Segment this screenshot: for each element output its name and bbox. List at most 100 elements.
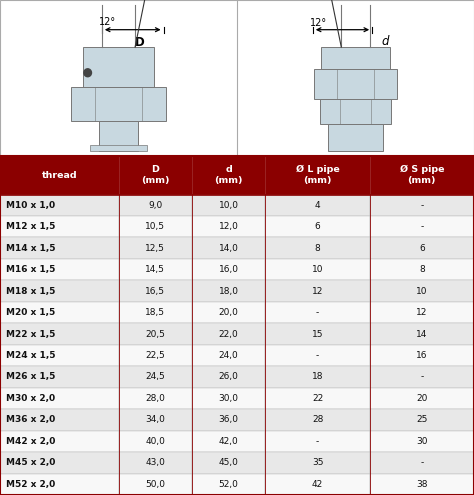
Text: M14 x 1,5: M14 x 1,5 [6,244,55,252]
Text: 12°: 12° [99,17,116,27]
Text: M42 x 2,0: M42 x 2,0 [6,437,55,446]
Text: 52,0: 52,0 [219,480,238,489]
Text: 40,0: 40,0 [146,437,165,446]
Text: 14,0: 14,0 [219,244,238,252]
Bar [0,366,118,388]
Text: -: - [316,437,319,446]
Text: 20,5: 20,5 [146,330,165,339]
Bar [0,388,118,409]
Bar [370,302,474,323]
Text: 9,0: 9,0 [148,201,163,210]
Bar [192,431,265,452]
Bar [0,0,474,156]
Bar [192,259,265,280]
Bar [192,452,265,474]
Bar [118,431,192,452]
Text: 18: 18 [312,372,323,382]
Bar [265,409,370,431]
Text: 14: 14 [416,330,428,339]
Text: M26 x 1,5: M26 x 1,5 [6,372,55,382]
Text: Ø L pipe
(mm): Ø L pipe (mm) [296,165,339,186]
Bar [192,216,265,238]
Text: -: - [420,372,423,382]
Bar [0,302,118,323]
Text: 8: 8 [419,265,425,274]
Bar [118,345,192,366]
Bar [370,452,474,474]
Bar [0,452,118,474]
Bar [265,302,370,323]
Text: 18,0: 18,0 [219,287,239,296]
Bar [320,99,391,124]
Text: M16 x 1,5: M16 x 1,5 [6,265,55,274]
Bar [192,345,265,366]
Text: d: d [382,35,389,48]
Bar [370,409,474,431]
Bar [370,388,474,409]
Text: 26,0: 26,0 [219,372,238,382]
Bar [370,345,474,366]
Bar [0,345,118,366]
Bar [265,388,370,409]
Bar [71,87,166,121]
Text: M30 x 2,0: M30 x 2,0 [6,394,55,403]
Text: 12,0: 12,0 [219,222,238,231]
Text: 22,0: 22,0 [219,330,238,339]
Text: -: - [420,201,423,210]
Bar [328,124,383,151]
Bar [192,409,265,431]
Text: 36,0: 36,0 [219,415,239,424]
Text: -: - [420,458,423,467]
Text: -: - [420,222,423,231]
Bar [118,388,192,409]
Text: 10: 10 [416,287,428,296]
Text: 22: 22 [312,394,323,403]
Text: 15: 15 [312,330,323,339]
Bar [99,121,138,151]
Bar [192,474,265,495]
Bar [265,345,370,366]
Bar [192,280,265,302]
Text: 28,0: 28,0 [146,394,165,403]
Bar [265,195,370,216]
Bar [314,69,397,99]
Bar [0,280,118,302]
Bar [265,323,370,345]
Bar [192,323,265,345]
Text: -: - [316,308,319,317]
Bar [83,47,154,87]
Bar [370,156,474,195]
Bar [0,156,118,195]
Bar [265,156,370,195]
Bar [192,238,265,259]
Text: 16: 16 [416,351,428,360]
Text: 28: 28 [312,415,323,424]
Text: D: D [135,36,145,49]
Text: M12 x 1,5: M12 x 1,5 [6,222,55,231]
Bar [118,216,192,238]
Text: 10,5: 10,5 [145,222,165,231]
Bar [118,238,192,259]
Text: 18,5: 18,5 [145,308,165,317]
Bar [265,474,370,495]
Text: 38: 38 [416,480,428,489]
Bar [192,302,265,323]
Bar [192,388,265,409]
Bar [370,323,474,345]
Bar [0,216,118,238]
Text: 24,0: 24,0 [219,351,238,360]
Bar [0,238,118,259]
Bar [370,238,474,259]
Text: D
(mm): D (mm) [141,165,170,185]
Text: 12°: 12° [310,18,327,28]
Bar [265,280,370,302]
Text: Ø S pipe
(mm): Ø S pipe (mm) [400,165,444,186]
Text: thread: thread [41,171,77,180]
Text: 30,0: 30,0 [219,394,239,403]
Circle shape [84,69,91,77]
Text: 20: 20 [416,394,428,403]
Text: 35: 35 [312,458,323,467]
Text: 16,5: 16,5 [145,287,165,296]
Bar [265,431,370,452]
Bar [370,280,474,302]
